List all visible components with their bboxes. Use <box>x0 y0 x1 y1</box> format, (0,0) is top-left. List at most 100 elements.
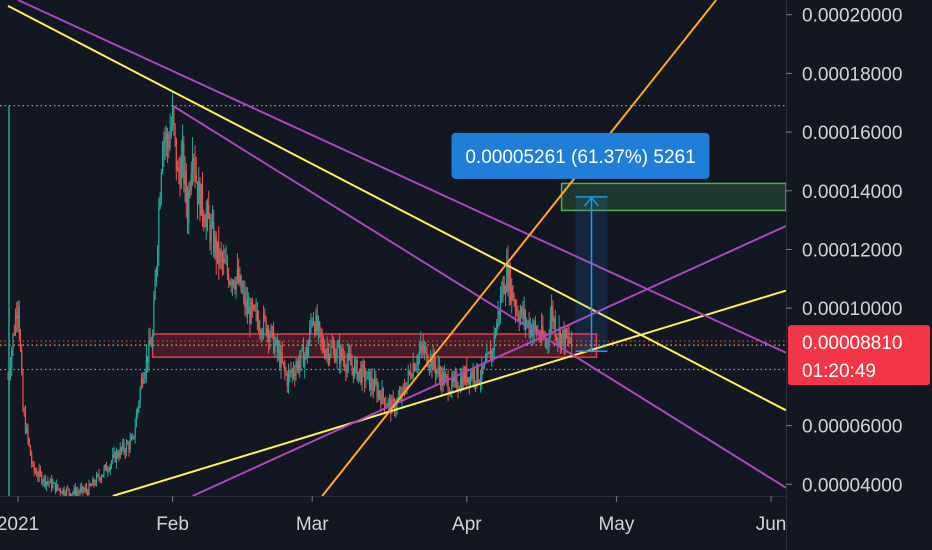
plot-area[interactable]: 0.00005261 (61.37%) 5261 <box>0 0 786 500</box>
candle-body <box>307 342 310 357</box>
candle-body <box>224 258 226 263</box>
candle-body <box>512 286 514 301</box>
candle-body <box>499 295 502 315</box>
candle-body <box>93 479 95 484</box>
price-tick-label: 0.00020000 <box>802 6 902 27</box>
price-tick-label: 0.00014000 <box>802 182 902 203</box>
candle-body <box>375 379 377 385</box>
candle-body <box>165 133 167 140</box>
candle-body <box>532 330 534 337</box>
price-tick-label: 0.00004000 <box>802 475 902 496</box>
candle-body <box>411 377 413 379</box>
candle-body <box>262 313 265 333</box>
candle-body <box>387 400 389 406</box>
candle-body <box>425 347 427 349</box>
candle-body <box>147 355 149 363</box>
price-tick-label: 0.00010000 <box>802 299 902 320</box>
time-tick-label: May <box>598 514 634 535</box>
time-axis[interactable]: 2021 Feb Mar Apr May Jun <box>0 496 786 550</box>
candle-body <box>130 437 133 441</box>
candle-body <box>277 349 280 352</box>
candle-body <box>14 315 17 334</box>
candle-body <box>479 379 482 383</box>
candle-body <box>184 171 186 185</box>
candle-body <box>514 302 517 310</box>
candle-body <box>44 476 47 486</box>
candle-body <box>246 300 248 314</box>
candle-body <box>19 332 22 350</box>
purple-ascending <box>192 225 786 496</box>
candle-body <box>138 402 140 408</box>
candle-body <box>75 491 78 496</box>
last-price-countdown: 01:20:49 <box>802 361 876 382</box>
candle-body <box>555 336 558 340</box>
candle-body <box>326 347 328 352</box>
candle-body <box>7 378 9 380</box>
candle-body <box>519 313 522 322</box>
candle-body <box>54 482 56 492</box>
candle-body <box>344 359 346 368</box>
candle-body <box>134 426 136 437</box>
candle-body <box>171 108 174 127</box>
trendlines-layer <box>7 0 786 496</box>
candle-body <box>482 365 484 369</box>
candle-body <box>541 325 543 339</box>
candle-body <box>240 275 242 292</box>
candle-body <box>181 142 184 158</box>
candle-body <box>478 381 480 383</box>
candle-body <box>46 481 48 486</box>
candle-body <box>317 322 320 331</box>
candle-body <box>487 353 489 355</box>
candle-body <box>59 489 61 493</box>
candle-body <box>553 318 555 323</box>
candle-body <box>9 367 12 374</box>
candle-body <box>563 329 565 348</box>
price-axis[interactable]: 0.00020000 0.00018000 0.00016000 0.00014000… <box>786 0 932 550</box>
candle-body <box>438 366 440 375</box>
candle-body <box>185 171 187 202</box>
candle-body <box>331 346 333 348</box>
candle-body <box>363 367 366 382</box>
candle-body <box>254 305 256 311</box>
candle-body <box>107 470 109 472</box>
candle-body <box>526 323 528 325</box>
candle-body <box>112 454 114 462</box>
candle-body <box>569 342 571 344</box>
candle-body <box>235 277 237 290</box>
candle-body <box>72 493 74 495</box>
candle-body <box>416 364 418 367</box>
candle-body <box>162 148 164 172</box>
yellow-ascending <box>112 289 786 496</box>
candle-body <box>420 344 422 352</box>
candle-body <box>266 328 268 335</box>
candle-body <box>562 329 564 334</box>
candle-body <box>319 322 321 329</box>
candle-body <box>468 377 470 384</box>
candle-body <box>170 126 172 134</box>
candle-body <box>127 443 129 445</box>
candle-body <box>567 336 569 338</box>
candle-body <box>152 334 154 347</box>
candle-body <box>365 379 367 382</box>
candle-body <box>279 349 281 368</box>
candle-body <box>259 330 261 332</box>
candle-body <box>150 344 152 347</box>
candle-body <box>354 363 356 377</box>
candle-body <box>13 333 15 335</box>
candle-body <box>80 486 83 489</box>
candle-body <box>568 336 570 343</box>
last-price-value: 0.00008810 <box>802 333 902 354</box>
candle-body <box>464 367 467 382</box>
candle-body <box>22 372 24 411</box>
candle-body <box>220 251 222 256</box>
candle-body <box>281 352 283 362</box>
candle-body <box>492 350 494 352</box>
candle-body <box>195 174 197 182</box>
candle-body <box>103 468 105 475</box>
candle-body <box>108 470 110 472</box>
candle-body <box>79 488 81 493</box>
candle-body <box>124 450 126 453</box>
candle-body <box>544 338 546 344</box>
price-tick-label: 0.00018000 <box>802 64 902 85</box>
